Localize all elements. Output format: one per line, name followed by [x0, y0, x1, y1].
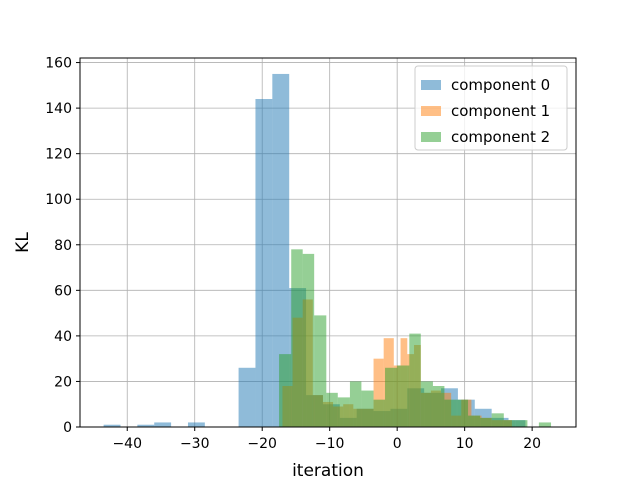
bar-series-2	[420, 381, 433, 427]
x-tick-label: −10	[315, 436, 345, 452]
bar-series-2	[503, 420, 516, 427]
x-tick-label: 10	[456, 436, 474, 452]
bar-series-2	[456, 399, 469, 427]
bars	[103, 73, 552, 427]
bar-series-0	[272, 73, 290, 427]
bar-series-0	[238, 367, 256, 427]
bar-series-0	[137, 424, 155, 427]
bar-series-2	[302, 253, 315, 427]
bar-series-1	[373, 358, 384, 427]
y-tick-label: 0	[63, 420, 72, 436]
x-tick-label: −40	[112, 436, 142, 452]
y-tick-label: 100	[45, 192, 72, 208]
bar-series-2	[314, 315, 327, 427]
bar-series-2	[491, 413, 504, 427]
bar-series-2	[373, 399, 386, 427]
bar-series-2	[538, 422, 552, 427]
y-tick-label: 40	[54, 329, 72, 345]
axis-ticks: −40 −30 −20 −10 0 10 20 0 20 40 60 80 100 120 140 160	[45, 56, 541, 452]
legend-label: component 0	[451, 76, 550, 94]
bar-series-0	[187, 422, 205, 427]
x-tick-label: 0	[393, 436, 402, 452]
bar-series-2	[444, 399, 457, 427]
bar-series-0	[154, 422, 172, 427]
y-axis-label: KL	[13, 232, 33, 253]
bar-series-2	[337, 397, 350, 427]
legend-label: component 2	[451, 128, 550, 146]
bar-series-2	[397, 365, 410, 427]
legend-swatch	[421, 80, 441, 90]
x-tick-label: −30	[180, 436, 210, 452]
bar-series-2	[326, 392, 338, 427]
legend-box	[414, 65, 568, 151]
bar-series-2	[385, 367, 398, 427]
plot-frame	[79, 57, 577, 428]
y-tick-label: 20	[54, 374, 72, 390]
y-tick-label: 120	[45, 147, 72, 163]
bar-series-2	[468, 415, 481, 427]
x-axis-label: iteration	[292, 461, 364, 480]
y-tick-label: 60	[54, 283, 72, 299]
legend-label: component 1	[451, 102, 550, 120]
bar-series-2	[409, 333, 421, 427]
bar-series-0	[103, 424, 121, 427]
legend: component 0 component 1 component 2	[414, 65, 568, 151]
y-tick-label: 160	[45, 56, 72, 72]
bar-series-2	[432, 386, 445, 427]
y-tick-label: 80	[54, 238, 72, 254]
legend-swatch	[421, 132, 441, 142]
bar-series-2	[291, 249, 303, 427]
bar-series-2	[480, 417, 492, 427]
bar-series-2	[279, 354, 292, 427]
bar-series-0	[255, 99, 273, 427]
bar-series-2	[349, 381, 362, 427]
bar-series-2	[361, 390, 374, 427]
legend-swatch	[421, 106, 441, 116]
y-tick-label: 140	[45, 101, 72, 117]
x-tick-label: 20	[523, 436, 541, 452]
x-tick-label: −20	[247, 436, 277, 452]
bar-series-2	[515, 420, 528, 427]
